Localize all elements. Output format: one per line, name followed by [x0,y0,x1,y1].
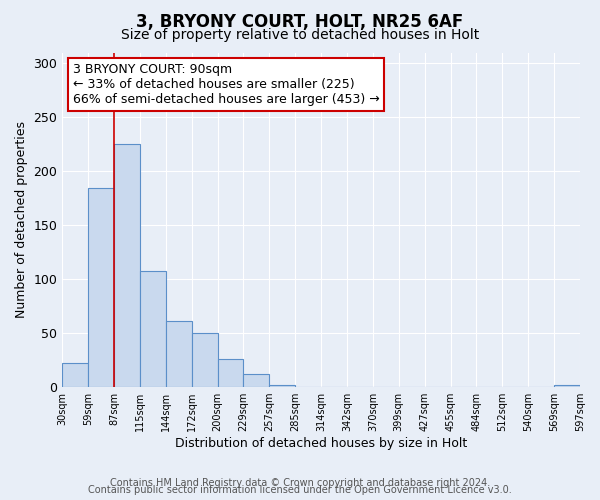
Text: 3 BRYONY COURT: 90sqm
← 33% of detached houses are smaller (225)
66% of semi-det: 3 BRYONY COURT: 90sqm ← 33% of detached … [73,62,379,106]
Bar [88,188,114,387]
Bar [62,364,88,387]
X-axis label: Distribution of detached houses by size in Holt: Distribution of detached houses by size … [175,437,467,450]
Text: Contains public sector information licensed under the Open Government Licence v3: Contains public sector information licen… [88,485,512,495]
Y-axis label: Number of detached properties: Number of detached properties [15,122,28,318]
Bar [244,374,269,387]
Text: 3, BRYONY COURT, HOLT, NR25 6AF: 3, BRYONY COURT, HOLT, NR25 6AF [136,12,464,30]
Bar [166,321,192,387]
Text: Size of property relative to detached houses in Holt: Size of property relative to detached ho… [121,28,479,42]
Bar [192,333,218,387]
Bar [218,359,244,387]
Bar [114,144,140,387]
Bar [269,385,295,387]
Bar [554,385,580,387]
Text: Contains HM Land Registry data © Crown copyright and database right 2024.: Contains HM Land Registry data © Crown c… [110,478,490,488]
Bar [140,270,166,387]
